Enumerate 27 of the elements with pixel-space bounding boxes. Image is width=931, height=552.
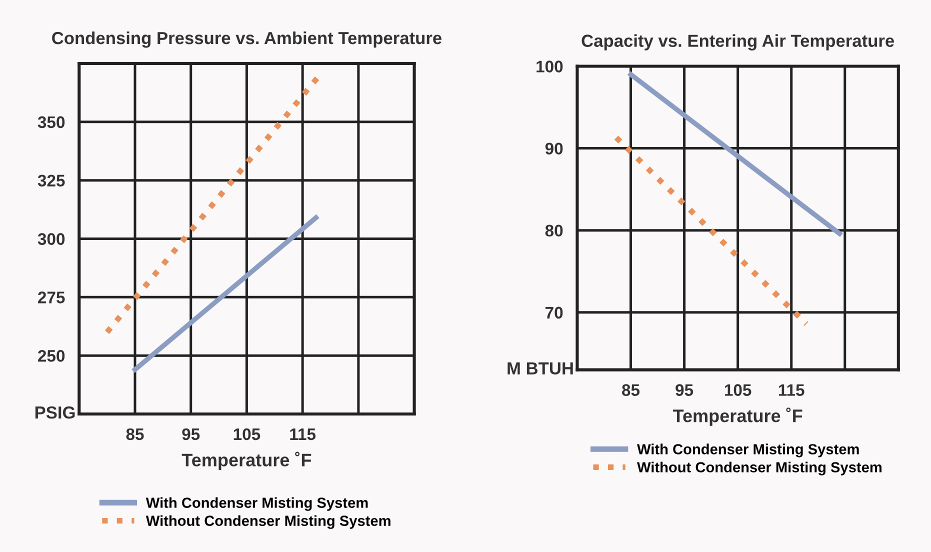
chart-title: Capacity vs. Entering Air Temperature xyxy=(582,34,894,50)
x-tick-label: 85 xyxy=(622,384,640,396)
legend-label: With Condenser Misting System xyxy=(637,444,859,458)
y-tick-label: 100 xyxy=(536,60,563,72)
x-tick-label: 105 xyxy=(234,428,260,440)
y-axis-title: M BTUH xyxy=(508,362,573,374)
x-tick-label: 105 xyxy=(724,384,752,396)
y-tick-label: 250 xyxy=(38,350,65,362)
x-tick-label: 85 xyxy=(126,428,144,440)
x-tick-label: 95 xyxy=(182,428,200,440)
chart-title: Condensing Pressure vs. Ambient Temperature xyxy=(52,31,442,48)
y-axis-title: PSIG xyxy=(35,406,75,419)
x-axis-title: Temperature ˚F xyxy=(672,408,802,426)
x-axis-title: Temperature ˚F xyxy=(182,452,312,470)
legend-label: Without Condenser Misting System xyxy=(637,462,882,476)
y-tick-label: 300 xyxy=(38,233,65,245)
y-tick-label: 275 xyxy=(38,292,65,304)
y-tick-label: 350 xyxy=(38,116,65,128)
y-tick-label: 90 xyxy=(545,142,563,154)
x-tick-label: 115 xyxy=(778,384,804,396)
y-tick-label: 325 xyxy=(38,174,65,187)
legend-label: With Condenser Misting System xyxy=(146,497,368,511)
y-tick-label: 70 xyxy=(546,306,563,319)
legend-label: Without Condenser Misting System xyxy=(146,515,390,529)
y-tick-label: 80 xyxy=(545,224,563,237)
x-tick-label: 95 xyxy=(676,384,694,396)
x-tick-label: 115 xyxy=(290,428,316,440)
